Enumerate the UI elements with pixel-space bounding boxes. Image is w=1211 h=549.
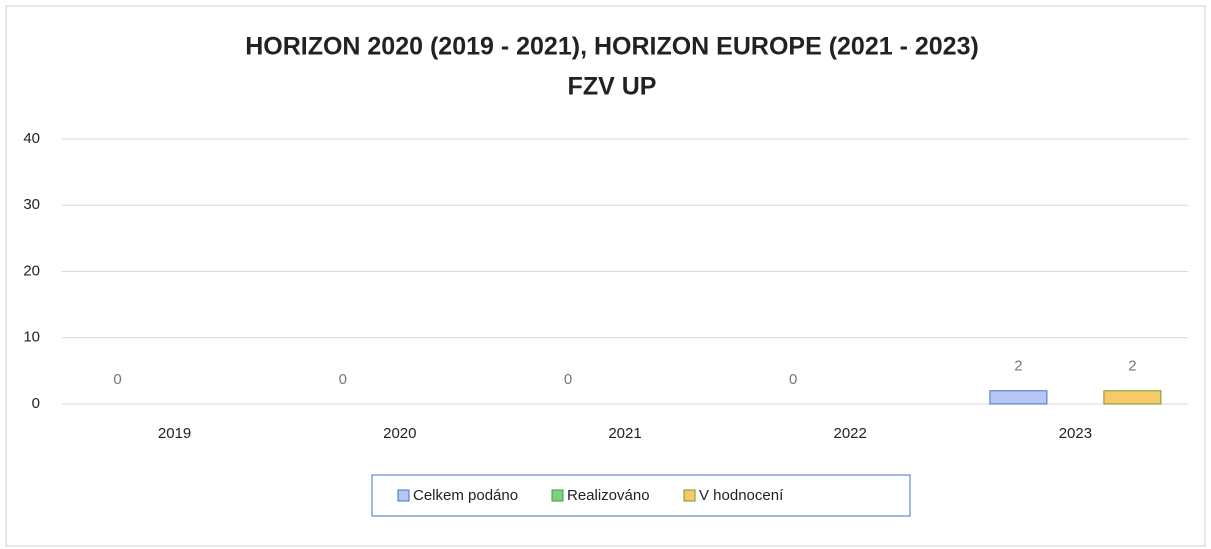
y-tick-label: 40 bbox=[23, 130, 40, 147]
y-tick-label: 30 bbox=[23, 196, 40, 213]
data-label: 0 bbox=[789, 371, 797, 388]
data-label: 0 bbox=[564, 371, 572, 388]
x-tick-label: 2021 bbox=[608, 425, 641, 442]
bar bbox=[989, 390, 1048, 405]
data-label: 2 bbox=[1014, 358, 1022, 375]
legend-swatch bbox=[397, 489, 410, 502]
x-tick-label: 2023 bbox=[1059, 425, 1092, 442]
x-tick-label: 2022 bbox=[834, 425, 867, 442]
chart-subtitle: FZV UP bbox=[568, 73, 657, 101]
chart-title: HORIZON 2020 (2019 - 2021), HORIZON EURO… bbox=[245, 33, 979, 61]
y-tick-label: 10 bbox=[23, 329, 40, 346]
legend-label: Realizováno bbox=[567, 487, 650, 504]
legend-swatch bbox=[551, 489, 564, 502]
chart-border bbox=[5, 5, 1206, 547]
legend-label: Celkem podáno bbox=[413, 487, 518, 504]
y-tick-label: 20 bbox=[23, 262, 40, 279]
legend-label: V hodnocení bbox=[699, 487, 784, 504]
data-label: 0 bbox=[113, 371, 121, 388]
x-tick-label: 2019 bbox=[158, 425, 191, 442]
data-label: 2 bbox=[1128, 358, 1136, 375]
bar bbox=[1103, 390, 1162, 405]
data-label: 0 bbox=[339, 371, 347, 388]
x-tick-label: 2020 bbox=[383, 425, 416, 442]
legend-box bbox=[371, 474, 911, 517]
y-tick-label: 0 bbox=[32, 395, 40, 412]
legend-swatch bbox=[683, 489, 696, 502]
